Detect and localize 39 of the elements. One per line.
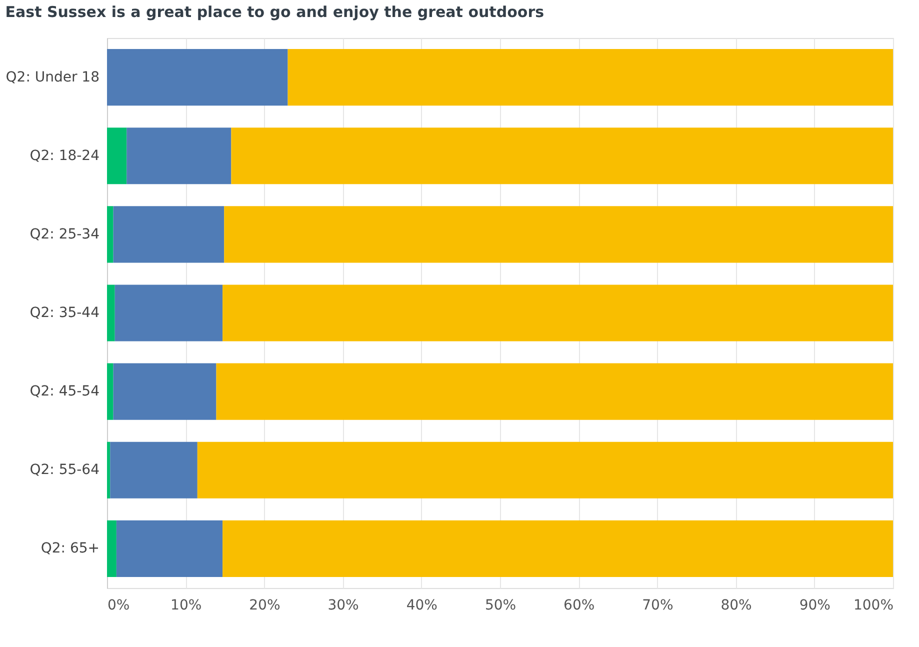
bar xyxy=(107,520,116,577)
bar xyxy=(116,520,223,577)
x-tick-label: 70% xyxy=(642,598,674,614)
bar xyxy=(107,49,288,106)
bar xyxy=(222,520,893,577)
y-tick-label: Q2: 45-54 xyxy=(30,384,100,400)
x-tick-label: 0% xyxy=(108,598,130,614)
y-tick-label: Q2: 25-34 xyxy=(30,226,100,242)
y-tick-label: Q2: 55-64 xyxy=(30,462,100,478)
bar xyxy=(113,363,216,420)
y-tick-label: Q2: 65+ xyxy=(40,540,100,557)
y-tick-label: Q2: 18-24 xyxy=(30,148,100,164)
y-tick-label: Q2: Under 18 xyxy=(6,69,100,86)
bar xyxy=(222,284,893,342)
bar xyxy=(114,284,223,342)
x-tick-label: 20% xyxy=(249,598,280,614)
bar xyxy=(126,128,232,184)
bar xyxy=(107,363,114,420)
x-tick-label: 90% xyxy=(799,598,830,614)
x-tick-label: 10% xyxy=(170,598,202,614)
chart-title: East Sussex is a great place to go and enjoy the great outdoors xyxy=(5,3,544,21)
y-tick-label: Q2: 35-44 xyxy=(30,305,100,321)
x-tick-label: 50% xyxy=(484,598,516,614)
bar xyxy=(197,442,893,498)
x-tick-label: 30% xyxy=(328,598,359,614)
bar xyxy=(107,284,115,342)
x-tick-label: 60% xyxy=(564,598,595,614)
x-tick-label: 80% xyxy=(720,598,752,614)
bar xyxy=(224,206,893,263)
x-tick-label: 100% xyxy=(853,598,894,614)
bar xyxy=(216,363,893,420)
bar xyxy=(107,442,110,498)
bar xyxy=(110,442,198,498)
bar xyxy=(113,206,224,263)
bar xyxy=(231,128,893,184)
bar xyxy=(107,206,114,263)
x-tick-label: 40% xyxy=(406,598,438,614)
bar xyxy=(107,128,127,184)
bar xyxy=(288,49,893,106)
